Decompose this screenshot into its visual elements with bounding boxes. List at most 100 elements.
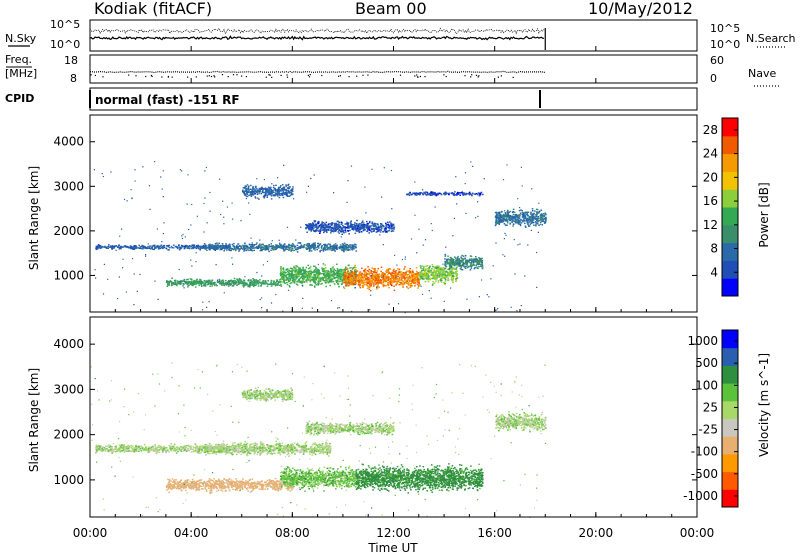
scatter-cell <box>193 244 195 245</box>
scatter-cell <box>246 192 248 193</box>
scatter-cell <box>325 244 327 245</box>
nave-dot <box>241 76 242 77</box>
scatter-cell <box>339 248 341 249</box>
scatter-cell <box>178 245 180 246</box>
scatter-cell <box>209 286 211 287</box>
nave-dot <box>476 75 477 76</box>
scatter-cell <box>342 276 344 277</box>
scatter-cell <box>409 268 411 269</box>
scatter-cell <box>404 266 406 267</box>
scatter-cell <box>337 221 339 222</box>
scatter-cell <box>258 246 260 247</box>
scatter-cell <box>445 268 447 269</box>
scatter-cell <box>467 265 469 266</box>
scatter-cell <box>209 281 211 282</box>
scatter-cell <box>343 232 345 233</box>
scatter-cell <box>395 271 397 272</box>
scatter-cell <box>452 280 454 281</box>
scatter-cell <box>138 245 140 246</box>
scatter-cell <box>214 285 216 286</box>
scatter-cell <box>320 273 322 274</box>
nave-dot <box>128 75 129 76</box>
scatter-cell <box>399 277 401 278</box>
scatter-cell <box>208 283 210 284</box>
nave-dot <box>308 75 309 76</box>
scatter-cell <box>398 271 400 272</box>
scatter-cell <box>289 249 291 250</box>
scatter-cell <box>253 194 255 195</box>
scatter-cell <box>294 268 296 269</box>
cpid-label: CPID <box>5 92 34 105</box>
scatter-cell <box>478 263 480 264</box>
scatter-cell <box>287 249 289 250</box>
scatter-cell <box>441 280 443 281</box>
scatter-cell <box>232 248 234 249</box>
scatter-cell <box>545 213 547 214</box>
scatter-cell <box>369 274 371 275</box>
scatter-cell <box>388 282 390 283</box>
scatter-cell <box>400 284 402 285</box>
scatter-cell <box>424 273 426 274</box>
scatter-cell <box>392 224 394 225</box>
scatter-cell <box>261 193 263 194</box>
scatter-cell <box>396 283 398 284</box>
scatter-cell <box>363 222 365 223</box>
scatter-cell <box>361 268 363 269</box>
scatter-cell <box>234 246 236 247</box>
scatter-cell <box>292 188 294 189</box>
scatter-cell <box>198 283 200 284</box>
scatter-cell <box>286 268 288 269</box>
scatter-cell <box>333 281 335 282</box>
scatter-cell <box>394 275 396 276</box>
scatter-cell <box>364 277 366 278</box>
scatter-cell <box>211 285 213 286</box>
scatter-cell <box>298 267 300 268</box>
scatter-cell <box>310 226 312 227</box>
scatter-cell <box>187 279 189 280</box>
scatter-cell <box>444 273 446 274</box>
scatter-cell <box>228 249 230 250</box>
scatter-cell <box>342 247 344 248</box>
scatter-cell <box>238 283 240 284</box>
scatter-cell <box>337 273 339 274</box>
scatter-cell <box>314 278 316 279</box>
scatter-cell <box>287 284 289 285</box>
scatter-cell <box>141 248 143 249</box>
scatter-cell <box>387 285 389 286</box>
scatter-cell <box>381 283 383 284</box>
nave-dot <box>362 75 363 76</box>
scatter-cell <box>416 267 418 268</box>
scatter-cell <box>341 222 343 223</box>
scatter-cell <box>353 229 355 230</box>
scatter-cell <box>438 273 440 274</box>
scatter-cell <box>449 273 451 274</box>
scatter-cell <box>351 283 353 284</box>
scatter-cell <box>311 279 313 280</box>
scatter-cell <box>367 223 369 224</box>
scatter-cell <box>288 191 290 192</box>
scatter-cell <box>268 244 270 245</box>
scatter-cell <box>438 271 440 272</box>
scatter-cell <box>255 244 257 245</box>
scatter-cell <box>177 282 179 283</box>
scatter-cell <box>371 271 373 272</box>
scatter-cell <box>310 224 312 225</box>
scatter-cell <box>434 267 436 268</box>
scatter-cell <box>455 271 457 272</box>
scatter-cell <box>404 274 406 275</box>
nave-dot <box>446 76 447 77</box>
scatter-cell <box>239 245 241 246</box>
scatter-cell <box>153 245 155 246</box>
scatter-cell <box>288 196 290 197</box>
scatter-cell <box>167 286 169 287</box>
scatter-cell <box>351 272 353 273</box>
scatter-cell <box>464 258 466 259</box>
scatter-cell <box>201 281 203 282</box>
scatter-cell <box>326 246 328 247</box>
scatter-cell <box>323 230 325 231</box>
scatter-cell <box>372 274 374 275</box>
scatter-cell <box>428 269 430 270</box>
scatter-cell <box>377 231 379 232</box>
scatter-cell <box>317 223 319 224</box>
scatter-cell <box>306 271 308 272</box>
